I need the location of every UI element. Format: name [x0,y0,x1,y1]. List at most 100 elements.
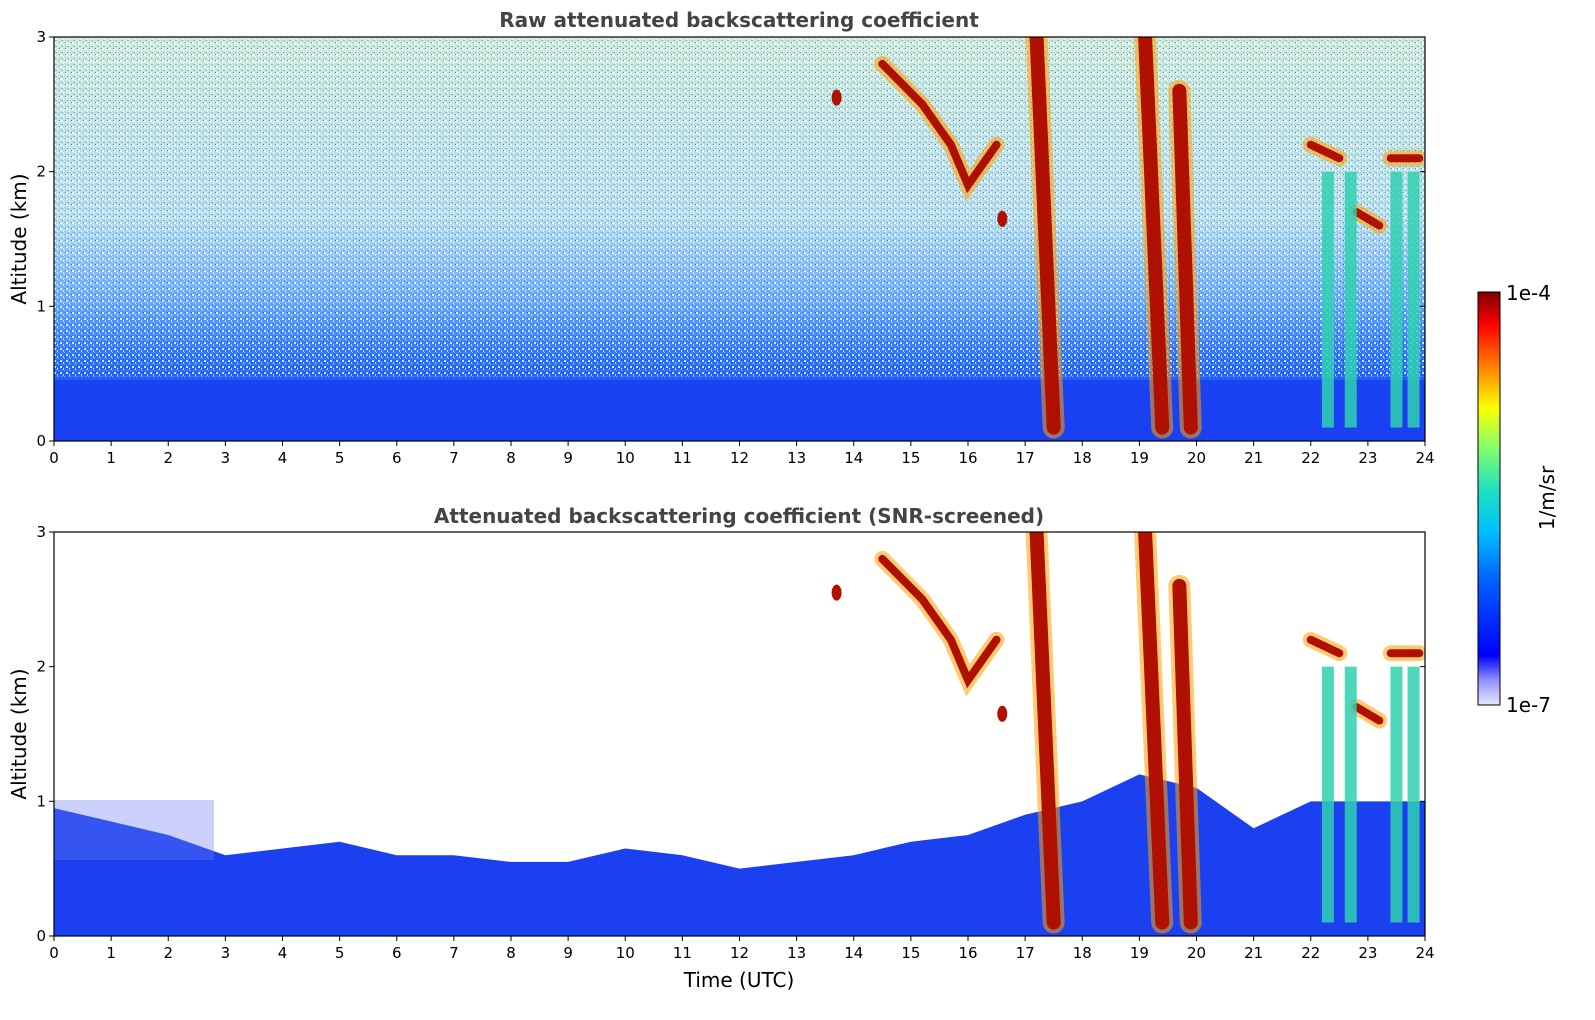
colorbar-min-label: 1e-7 [1506,693,1551,717]
panel2-y-label: Altitude (km) [7,668,31,799]
cloud-layer [1029,532,1061,930]
y-tick-label: 2 [36,658,46,676]
x-tick-label: 9 [563,944,573,962]
x-tick-label: 12 [730,944,749,962]
cloud-layer [1029,37,1061,435]
x-tick-label: 21 [1244,449,1263,467]
x-tick-label: 5 [335,449,345,467]
rain-shaft [1344,666,1357,923]
raw-backscatter-panel: Raw attenuated backscattering coefficien… [7,8,1435,467]
x-tick-label: 10 [616,944,635,962]
x-tick-label: 11 [673,449,692,467]
cloud-patch [997,210,1008,227]
x-tick-label: 14 [844,944,863,962]
y-tick-label: 0 [36,927,46,945]
panel2-y-ticks: 0 1 2 3 [36,523,1425,945]
x-tick-label: 23 [1358,944,1377,962]
rain-shaft [1390,171,1403,428]
colorbar-label: 1/m/sr [1535,465,1559,530]
panel2-x-label: Time (UTC) [683,968,795,992]
x-tick-label: 8 [506,449,516,467]
x-tick-label: 20 [1187,944,1206,962]
x-tick-label: 13 [787,449,806,467]
cloud-layer [878,554,1001,689]
x-tick-label: 19 [1130,449,1149,467]
boundary-layer-region [54,774,1425,936]
panel1-x-ticks: 0 1 2 3 4 5 6 7 8 9 10 11 12 13 14 15 16 17 18 19 20 21 22 23 24 [49,441,1435,467]
x-tick-label: 6 [392,944,402,962]
y-tick-label: 1 [36,792,46,810]
rain-shaft [1390,666,1403,923]
screened-low-snr-haze [54,800,214,860]
screened-heatmap [54,532,1425,936]
x-tick-label: 2 [163,944,173,962]
raw-heatmap [54,37,1425,441]
rain-shaft [1407,171,1420,428]
x-tick-label: 13 [787,944,806,962]
x-tick-label: 22 [1301,944,1320,962]
colorbar: 1e-4 1e-7 1/m/sr [1477,281,1559,717]
x-tick-label: 24 [1415,449,1434,467]
cloud-layer [1306,140,1344,163]
panel1-y-label: Altitude (km) [7,173,31,304]
x-tick-label: 22 [1301,449,1320,467]
x-tick-label: 6 [392,449,402,467]
cloud-patch [831,584,842,601]
x-tick-label: 23 [1358,449,1377,467]
x-tick-label: 3 [221,449,231,467]
x-tick-label: 18 [1073,449,1092,467]
x-tick-label: 4 [278,944,288,962]
colorbar-max-label: 1e-4 [1506,281,1551,305]
x-tick-label: 18 [1073,944,1092,962]
screened-cloud-features [831,532,1425,934]
rain-shaft [1321,171,1334,428]
screened-backscatter-panel: Attenuated backscattering coefficient (S… [7,504,1435,992]
x-tick-label: 15 [901,944,920,962]
x-tick-label: 1 [106,944,116,962]
cloud-layer [1172,83,1198,435]
cloud-layer [1138,37,1170,435]
x-tick-label: 3 [221,944,231,962]
raw-cloud-features [831,37,1425,439]
x-tick-label: 9 [563,449,573,467]
cloud-layer [878,59,1001,194]
colorbar-gradient [1477,291,1501,706]
x-tick-label: 17 [1016,449,1035,467]
x-tick-label: 10 [616,449,635,467]
x-tick-label: 20 [1187,449,1206,467]
x-tick-label: 24 [1415,944,1434,962]
cloud-layer [1352,703,1384,725]
x-tick-label: 7 [449,944,459,962]
y-tick-label: 0 [36,432,46,450]
cloud-layer [1352,208,1384,230]
cloud-layer [1138,532,1170,930]
y-tick-label: 3 [36,28,46,46]
x-tick-label: 7 [449,449,459,467]
x-tick-label: 1 [106,449,116,467]
raw-surface-layer [54,380,1425,441]
rain-shaft [1407,666,1420,923]
x-tick-label: 11 [673,944,692,962]
panel2-title: Attenuated backscattering coefficient (S… [434,504,1044,528]
cloud-layer [1172,578,1198,930]
x-tick-label: 8 [506,944,516,962]
rain-shaft [1321,666,1334,923]
x-tick-label: 21 [1244,944,1263,962]
rain-shaft [1344,171,1357,428]
x-tick-label: 14 [844,449,863,467]
x-tick-label: 5 [335,944,345,962]
x-tick-label: 19 [1130,944,1149,962]
panel1-title: Raw attenuated backscattering coefficien… [499,8,979,32]
x-tick-label: 4 [278,449,288,467]
x-tick-label: 16 [958,944,977,962]
panel1-y-ticks: 0 1 2 3 [36,28,1425,450]
cloud-layer [1306,635,1344,658]
x-tick-label: 17 [1016,944,1035,962]
x-tick-label: 12 [730,449,749,467]
panel2-x-ticks: 0 1 2 3 4 5 6 7 8 9 10 11 12 13 14 15 16 17 18 19 20 21 22 23 24 [49,936,1435,962]
x-tick-label: 0 [49,449,59,467]
y-tick-label: 3 [36,523,46,541]
x-tick-label: 15 [901,449,920,467]
y-tick-label: 1 [36,297,46,315]
